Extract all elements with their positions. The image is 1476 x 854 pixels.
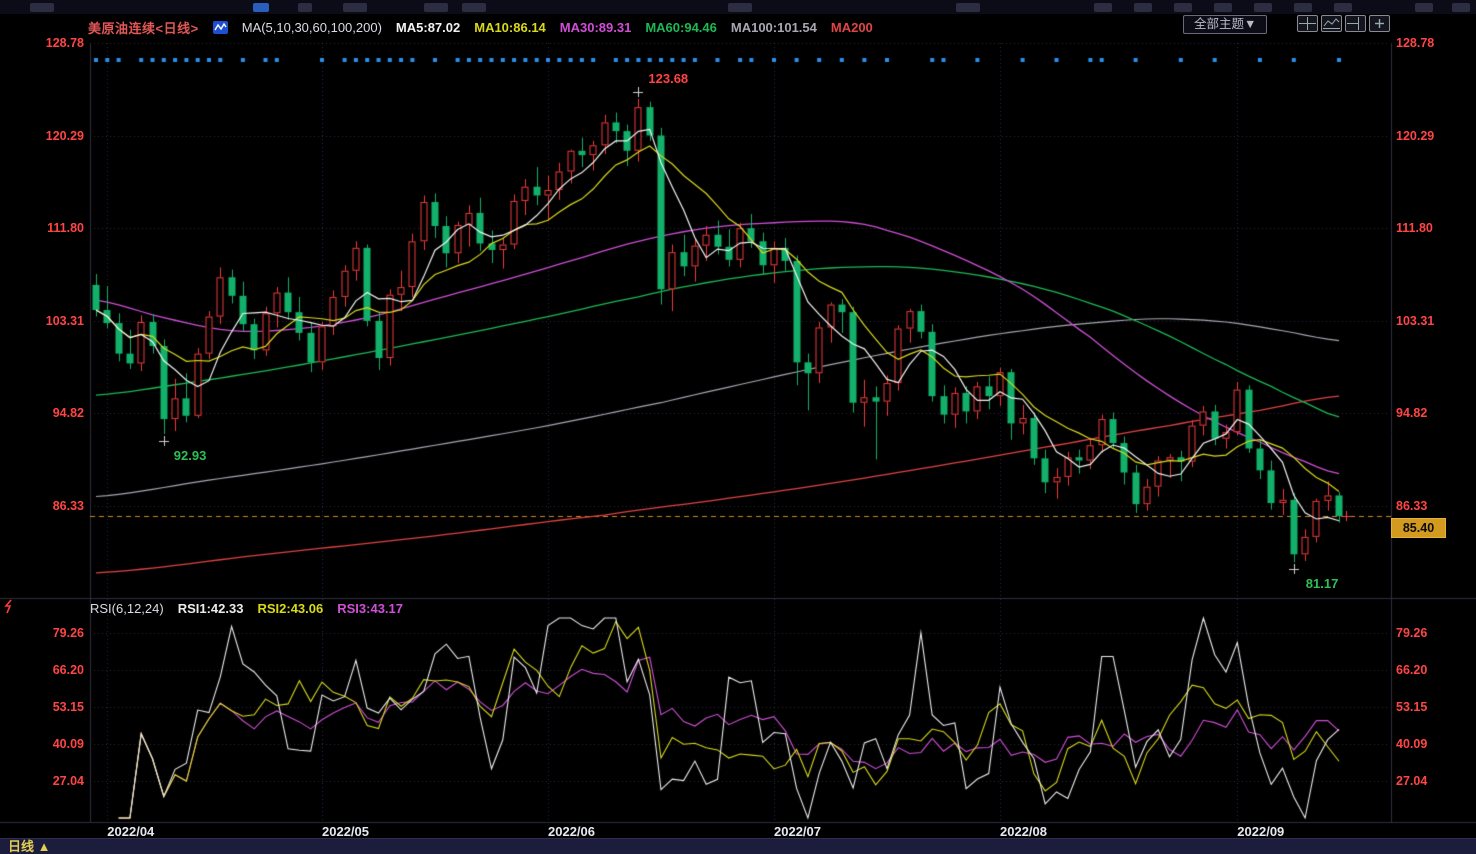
ma-indicator-icon[interactable] — [212, 20, 228, 34]
layout-chart-icon[interactable] — [1321, 15, 1342, 32]
rsi2-readout: RSI2:43.06 — [257, 601, 324, 616]
layout-add-icon[interactable] — [1369, 15, 1390, 32]
rsi-tick-label: 79.26 — [1396, 625, 1428, 640]
month-label: 2022/06 — [548, 824, 595, 839]
rsi-tick-label: 79.26 — [52, 625, 84, 640]
month-label: 2022/08 — [1000, 824, 1047, 839]
period-selector[interactable]: 日线 ▲ — [8, 839, 51, 854]
ma60-readout: MA60:94.46 — [645, 19, 717, 35]
instrument-name: 美原油连续 — [88, 20, 156, 36]
price-tick-label: 120.29 — [1396, 128, 1435, 143]
theme-selector-button[interactable]: 全部主题▼ — [1183, 15, 1268, 34]
price-tick-label: 86.33 — [52, 499, 84, 513]
toolbar-button-partial[interactable] — [956, 3, 980, 12]
toolbar-bell-icon[interactable] — [1214, 3, 1232, 12]
instrument-title[interactable]: 美原油连续<日线> — [88, 18, 199, 37]
annotation-label: 123.68 — [648, 70, 689, 86]
layout-quad-icon[interactable] — [1297, 15, 1318, 32]
toolbar-search-icon[interactable] — [1094, 3, 1112, 12]
ma-caption: MA(5,10,30,60,100,200) — [241, 19, 382, 35]
price-tick-label: 111.80 — [47, 221, 84, 236]
price-tick-label: 120.29 — [45, 128, 84, 143]
window-layout-buttons — [1297, 15, 1390, 32]
toolbar-icon[interactable] — [1134, 3, 1152, 12]
toolbar-button-partial[interactable] — [343, 3, 367, 12]
annotation-label: 81.17 — [1305, 576, 1339, 592]
rsi-panel-marker-icon[interactable] — [2, 599, 16, 614]
toolbar-icon[interactable] — [1415, 3, 1433, 12]
ma200-readout: MA200 — [830, 19, 873, 35]
price-tick-label: 103.31 — [1396, 313, 1435, 328]
rsi-tick-label: 66.20 — [1396, 662, 1428, 677]
price-tick-label: 103.31 — [45, 313, 84, 328]
price-tick-label: 128.78 — [1396, 36, 1435, 50]
rsi-tick-label: 53.15 — [52, 699, 84, 714]
month-label: 2022/09 — [1237, 824, 1285, 839]
toolbar-icon[interactable] — [1294, 3, 1312, 12]
rsi-tick-label: 66.20 — [52, 662, 84, 677]
rsi-tick-label: 27.04 — [52, 774, 84, 788]
month-label: 2022/07 — [774, 824, 821, 839]
toolbar-button-partial[interactable] — [728, 3, 752, 12]
ma10-readout: MA10:86.14 — [474, 19, 546, 35]
toolbar-chevron-icon[interactable] — [298, 3, 312, 12]
period-label: 日线 — [8, 839, 35, 854]
price-tick-label: 94.82 — [52, 406, 84, 421]
month-label: 2022/05 — [322, 824, 369, 839]
toolbar-button-partial[interactable] — [462, 3, 486, 12]
rsi3-readout: RSI3:43.17 — [337, 601, 403, 616]
ma5-readout: MA5:87.02 — [395, 19, 461, 35]
toolbar-icon[interactable] — [1254, 3, 1272, 12]
toolbar-icon[interactable] — [1174, 3, 1192, 12]
layout-split-icon[interactable] — [1345, 15, 1366, 32]
period-arrow-icon: ▲ — [37, 839, 51, 854]
month-label: 2022/04 — [107, 824, 155, 839]
last-price-tag: 85.40 — [1391, 518, 1446, 539]
ma100-readout: MA100:101.54 — [730, 19, 817, 35]
bottom-status-bar — [0, 838, 1476, 854]
rsi-tick-label: 40.09 — [1396, 736, 1428, 751]
toolbar-app-icon[interactable] — [253, 3, 269, 12]
rsi-tick-label: 40.09 — [52, 736, 84, 751]
rsi1-readout: RSI1:42.33 — [177, 601, 244, 616]
rsi-tick-label: 27.04 — [1396, 774, 1428, 788]
period-tag: <日线> — [155, 20, 199, 36]
toolbar-icon[interactable] — [1334, 3, 1352, 12]
rsi-legend: RSI(6,12,24) RSI1:42.33 RSI2:43.06 RSI3:… — [90, 601, 403, 616]
price-tick-label: 128.78 — [45, 36, 84, 50]
price-tick-label: 111.80 — [1396, 221, 1433, 236]
rsi-tick-label: 53.15 — [1396, 699, 1428, 714]
price-tick-label: 86.33 — [1396, 499, 1428, 513]
rsi-caption: RSI(6,12,24) — [90, 601, 164, 616]
toolbar-icon[interactable] — [1452, 3, 1470, 12]
top-toolbar-partial — [0, 0, 1476, 14]
price-tick-label: 94.82 — [1396, 406, 1428, 421]
ma30-readout: MA30:89.31 — [559, 19, 632, 35]
main-chart-legend: 美原油连续<日线> MA(5,10,30,60,100,200) MA5:87.… — [88, 17, 873, 37]
annotation-label: 92.93 — [173, 448, 207, 464]
toolbar-button-partial[interactable] — [424, 3, 448, 12]
toolbar-button-partial[interactable] — [30, 3, 54, 12]
